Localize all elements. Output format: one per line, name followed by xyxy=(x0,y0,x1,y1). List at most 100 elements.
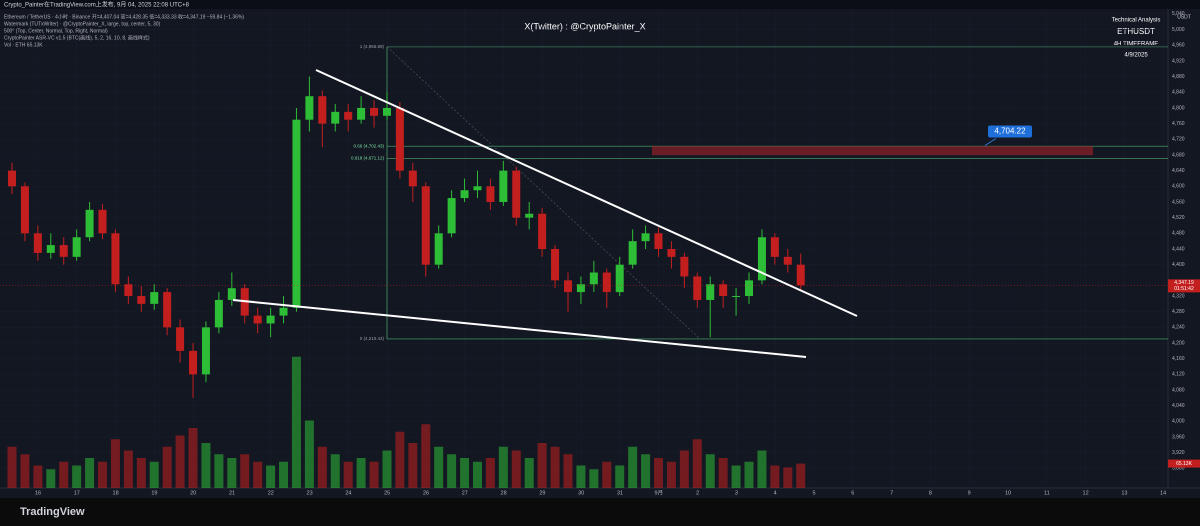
candle-body xyxy=(124,284,133,297)
x-tick-label: 9月 xyxy=(655,489,664,496)
candle-body xyxy=(641,233,650,242)
x-tick-label: 18 xyxy=(113,490,119,496)
volume-bar xyxy=(783,467,793,488)
candle-body xyxy=(783,256,792,265)
candle-body xyxy=(473,186,482,191)
volume-bar xyxy=(382,450,392,488)
volume-bar xyxy=(447,454,457,488)
candle-body xyxy=(460,190,469,199)
candle-body xyxy=(33,233,42,253)
candle-body xyxy=(512,170,521,218)
volume-bar xyxy=(498,446,508,488)
candle-body xyxy=(693,276,702,300)
volume-bar xyxy=(770,465,780,488)
legend-line: Ethereum / TetherUS · 4小时 · Binance 开=4,… xyxy=(4,13,244,20)
y-tick-label: 4,200 xyxy=(1172,340,1185,346)
x-tick-label: 12 xyxy=(1083,490,1089,496)
fib-label: 1 (4,955.89) xyxy=(360,44,385,49)
candle-body xyxy=(667,249,676,257)
x-tick-label: 9 xyxy=(968,490,971,496)
candle-body xyxy=(111,233,120,285)
y-tick-label: 4,680 xyxy=(1172,152,1185,158)
y-tick-label: 4,120 xyxy=(1172,372,1185,378)
trend-line xyxy=(232,299,807,358)
volume-bar xyxy=(85,458,95,488)
x-tick-label: 2 xyxy=(696,490,699,496)
volume-bar xyxy=(654,458,663,488)
volume-bar xyxy=(162,446,172,488)
volume-bar xyxy=(602,461,612,488)
candle-body xyxy=(447,198,456,234)
plot xyxy=(0,10,1168,488)
volume-bar xyxy=(472,461,482,488)
x-tick-label: 26 xyxy=(423,490,429,496)
volume-bar xyxy=(279,461,289,488)
volume-bar xyxy=(136,458,146,488)
y-tick-label: 4,720 xyxy=(1172,137,1185,143)
x-tick-label: 11 xyxy=(1044,490,1050,496)
y-tick-label: 5,040 xyxy=(1172,11,1185,17)
y-tick-label: 5,000 xyxy=(1172,27,1185,33)
legend-line: Vol · ETH 65.13K xyxy=(4,42,43,48)
volume-bar xyxy=(343,461,353,488)
volume-bar xyxy=(253,461,263,488)
trend-line xyxy=(315,69,858,317)
candle-body xyxy=(201,327,210,375)
candle-body xyxy=(279,307,288,316)
volume-bar xyxy=(485,458,495,488)
y-tick-label: 4,160 xyxy=(1172,356,1185,362)
candle-body xyxy=(602,272,611,293)
y-tick-label: 4,440 xyxy=(1172,246,1185,252)
candle-body xyxy=(98,209,107,234)
volume-bar xyxy=(188,428,198,488)
candle-body xyxy=(563,280,572,293)
candle-body xyxy=(796,264,805,286)
y-tick-label: 4,280 xyxy=(1172,309,1185,315)
volume-bar xyxy=(718,458,728,488)
y-tick-label: 4,400 xyxy=(1172,262,1185,268)
candle-body xyxy=(46,245,55,253)
candle-body xyxy=(8,170,16,187)
fib-diagonal xyxy=(386,46,701,340)
volume-bar xyxy=(731,465,741,488)
last-price-label: 4,347.19 xyxy=(1174,280,1194,286)
candle-body xyxy=(266,315,275,324)
candle-body xyxy=(525,213,534,218)
x-tick-label: 19 xyxy=(151,490,157,496)
x-tick-label: 23 xyxy=(307,490,313,496)
candle-body xyxy=(370,107,379,116)
y-tick-label: 3,960 xyxy=(1172,434,1185,440)
candle-body xyxy=(421,186,430,265)
volume-bar xyxy=(796,463,806,488)
x-tick-label: 10 xyxy=(1005,490,1011,496)
candle-body xyxy=(408,170,417,187)
x-tick-label: 17 xyxy=(74,490,80,496)
resistance-zone xyxy=(652,146,1093,156)
y-tick-label: 4,840 xyxy=(1172,90,1185,96)
fib-label: 0.618 (4,671.12) xyxy=(351,156,385,161)
candle-body xyxy=(589,272,598,285)
volume-bar xyxy=(460,458,470,488)
volume-bar xyxy=(679,450,689,488)
volume-bar xyxy=(666,461,676,488)
y-tick-label: 3,880 xyxy=(1172,466,1185,472)
volume-bar xyxy=(692,439,702,488)
volume-bar xyxy=(227,458,237,488)
volume-bar xyxy=(744,461,754,488)
candle-body xyxy=(576,284,585,293)
y-tick-label: 4,880 xyxy=(1172,74,1185,80)
volume-bar xyxy=(20,454,30,488)
volume-bar xyxy=(149,461,159,488)
volume-bar xyxy=(110,439,120,488)
volume-bar xyxy=(705,454,715,488)
volume-bar xyxy=(33,465,43,488)
overlay: 1 (4,955.89) 0.66 (4,702.43) 0.618 (4,671.… xyxy=(351,44,1032,341)
y-tick-label: 4,000 xyxy=(1172,419,1185,425)
x-tick-label: 14 xyxy=(1160,490,1166,496)
candle-body xyxy=(486,186,495,202)
volume-bar xyxy=(408,443,418,488)
x-tick-label: 13 xyxy=(1121,490,1127,496)
target-label: 4,704.22 xyxy=(994,127,1026,136)
volume-bar xyxy=(641,454,651,488)
